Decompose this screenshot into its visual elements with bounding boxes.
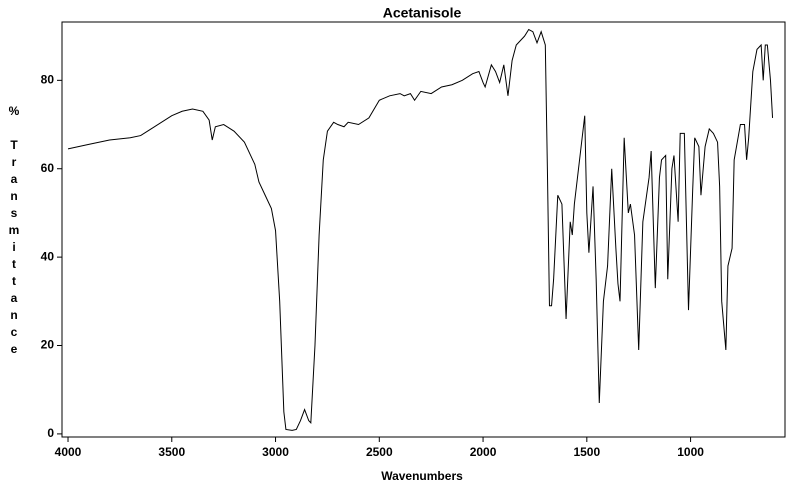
y-tick-label: 0 bbox=[47, 426, 54, 440]
x-tick-label: 3000 bbox=[262, 445, 289, 459]
chart-title: Acetanisole bbox=[383, 5, 462, 21]
x-tick-label: 1000 bbox=[677, 445, 704, 459]
x-tick-label: 1500 bbox=[573, 445, 600, 459]
x-axis-label: Wavenumbers bbox=[381, 469, 463, 483]
x-tick-label: 2500 bbox=[366, 445, 393, 459]
y-tick-label: 80 bbox=[41, 73, 55, 87]
y-tick-label: 40 bbox=[41, 249, 55, 263]
y-tick-label: 60 bbox=[41, 161, 55, 175]
x-tick-label: 4000 bbox=[55, 445, 82, 459]
spectrum-line bbox=[67, 28, 774, 431]
plot-frame bbox=[61, 21, 786, 438]
x-tick-label: 2000 bbox=[470, 445, 497, 459]
x-tick-label: 3500 bbox=[158, 445, 185, 459]
y-tick-label: 20 bbox=[41, 338, 55, 352]
y-axis-label: % Transmittance bbox=[7, 104, 21, 359]
